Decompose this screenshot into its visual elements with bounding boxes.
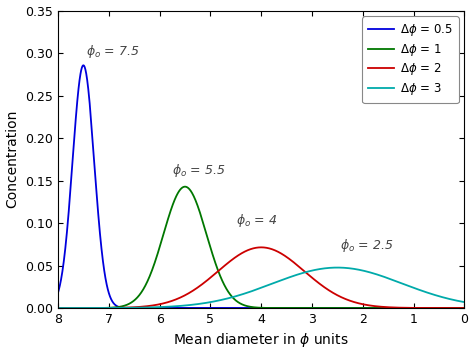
Text: $\phi_o$ = 5.5: $\phi_o$ = 5.5: [172, 162, 226, 179]
Legend: $\Delta\phi$ = 0.5, $\Delta\phi$ = 1, $\Delta\phi$ = 2, $\Delta\phi$ = 3: $\Delta\phi$ = 0.5, $\Delta\phi$ = 1, $\…: [362, 16, 458, 103]
$\Delta\phi$ = 1: [95, 306, 100, 310]
$\Delta\phi$ = 3: [335, 266, 340, 270]
$\Delta\phi$ = 0.5: [208, 306, 213, 310]
$\Delta\phi$ = 3: [4, 306, 10, 310]
$\Delta\phi$ = 1: [182, 185, 188, 189]
$\Delta\phi$ = 1: [420, 306, 426, 310]
Line: $\Delta\phi$ = 1: $\Delta\phi$ = 1: [7, 187, 474, 308]
$\Delta\phi$ = 0.5: [182, 306, 188, 310]
$\Delta\phi$ = 3: [318, 267, 324, 271]
$\Delta\phi$ = 0.5: [318, 306, 324, 310]
$\Delta\phi$ = 3: [208, 300, 213, 304]
$\Delta\phi$ = 3: [182, 304, 188, 308]
X-axis label: Mean diameter in $\phi$ units: Mean diameter in $\phi$ units: [173, 332, 349, 349]
$\Delta\phi$ = 2: [133, 305, 139, 309]
Line: $\Delta\phi$ = 2: $\Delta\phi$ = 2: [7, 247, 474, 308]
$\Delta\phi$ = 2: [4, 306, 10, 310]
$\Delta\phi$ = 2: [208, 275, 213, 280]
Text: $\phi_o$ = 7.5: $\phi_o$ = 7.5: [86, 43, 139, 60]
Line: $\Delta\phi$ = 0.5: $\Delta\phi$ = 0.5: [7, 65, 474, 308]
$\Delta\phi$ = 3: [133, 306, 139, 310]
$\Delta\phi$ = 2: [420, 306, 426, 310]
$\Delta\phi$ = 0.5: [95, 203, 100, 207]
$\Delta\phi$ = 0.5: [81, 63, 86, 67]
Text: $\phi_o$ = 4: $\phi_o$ = 4: [236, 212, 277, 229]
Y-axis label: Concentration: Concentration: [6, 110, 19, 208]
$\Delta\phi$ = 1: [318, 306, 324, 310]
Line: $\Delta\phi$ = 3: $\Delta\phi$ = 3: [7, 268, 474, 308]
$\Delta\phi$ = 2: [258, 245, 264, 250]
$\Delta\phi$ = 2: [182, 293, 188, 297]
$\Delta\phi$ = 3: [95, 306, 100, 310]
$\Delta\phi$ = 1: [208, 246, 213, 250]
$\Delta\phi$ = 1: [133, 297, 139, 301]
$\Delta\phi$ = 3: [420, 289, 426, 293]
$\Delta\phi$ = 0.5: [133, 306, 139, 310]
$\Delta\phi$ = 2: [318, 283, 324, 287]
Text: $\phi_o$ = 2.5: $\phi_o$ = 2.5: [340, 237, 393, 253]
$\Delta\phi$ = 1: [4, 306, 10, 310]
$\Delta\phi$ = 2: [95, 306, 100, 310]
$\Delta\phi$ = 0.5: [420, 306, 426, 310]
$\Delta\phi$ = 0.5: [4, 306, 10, 310]
$\Delta\phi$ = 1: [182, 185, 188, 189]
